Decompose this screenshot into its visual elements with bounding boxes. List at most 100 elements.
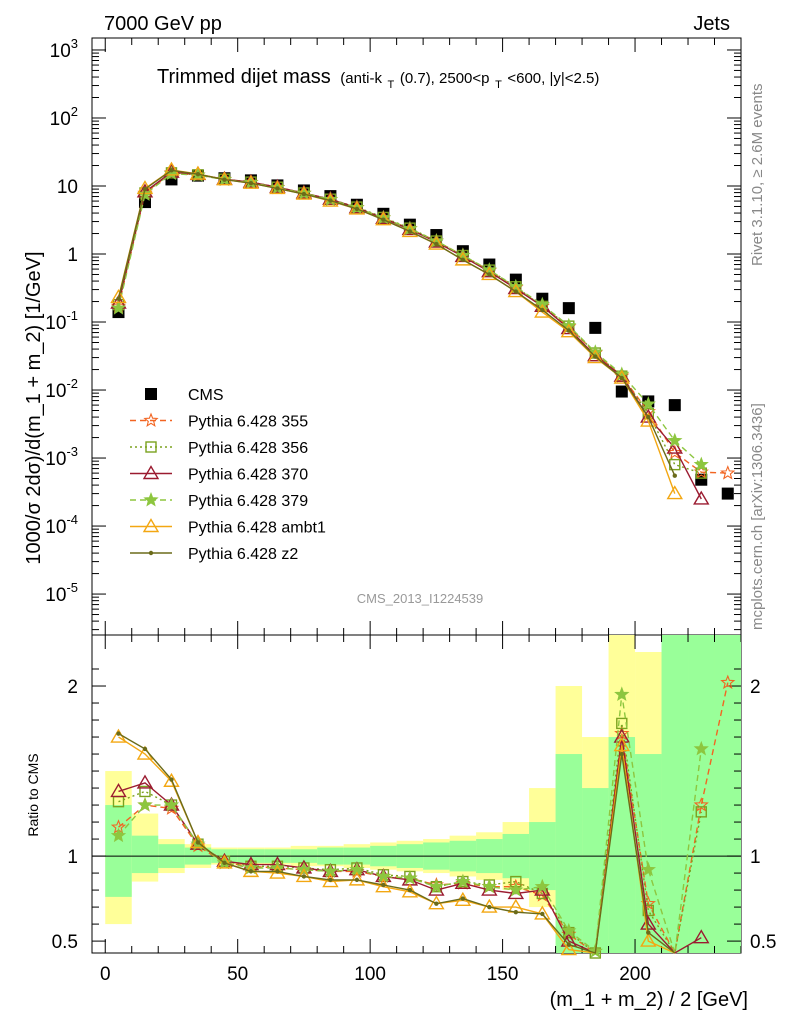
data-point xyxy=(381,217,386,222)
legend-marker xyxy=(145,441,157,453)
data-point xyxy=(721,487,734,500)
plot-title-cuts-prefix: (anti-k xyxy=(340,70,382,87)
ratio-point xyxy=(116,731,121,736)
data-point xyxy=(434,241,439,247)
ratio-point xyxy=(169,777,174,782)
ratio-band-inner xyxy=(608,737,636,953)
ratio-point xyxy=(402,870,418,885)
ratio-point xyxy=(189,834,207,849)
ratio-point xyxy=(381,882,386,888)
ratio-point xyxy=(720,674,736,690)
ratio-point xyxy=(455,873,471,889)
ratio-point xyxy=(139,785,151,798)
plot-title-sub1: T xyxy=(388,79,395,91)
ratio-point xyxy=(434,901,439,906)
data-point xyxy=(454,251,472,266)
ratio-point xyxy=(328,877,333,883)
ratio-point xyxy=(695,806,707,818)
data-point xyxy=(589,321,602,334)
plot-title: Trimmed dijet mass (anti-k T (0.7), 2500… xyxy=(157,66,599,93)
legend-label: Pythia 6.428 355 xyxy=(188,414,308,431)
data-point xyxy=(195,172,201,177)
data-point xyxy=(666,439,683,454)
data-point xyxy=(513,289,519,294)
plot-title-sub2: T xyxy=(495,79,502,91)
ratio-point xyxy=(195,840,201,845)
ratio-point xyxy=(642,904,654,917)
ratio-point xyxy=(481,878,497,894)
legend-marker xyxy=(143,491,159,507)
data-point xyxy=(695,467,707,479)
ratio-point xyxy=(163,797,180,812)
ratio-point xyxy=(137,797,153,812)
legend-label: CMS xyxy=(188,387,224,404)
data-point xyxy=(507,283,525,298)
legend-marker xyxy=(142,465,160,480)
ratio-point xyxy=(142,746,148,752)
ratio-uncertainty-bands xyxy=(105,635,741,953)
x-tick-label: 0 xyxy=(100,964,111,985)
data-point xyxy=(169,168,174,173)
ratio-point xyxy=(508,882,524,897)
data-point xyxy=(587,349,604,364)
data-point xyxy=(668,399,681,412)
series-pythia-6-428-z2 xyxy=(116,168,677,478)
data-point xyxy=(560,323,578,338)
data-point xyxy=(566,328,572,333)
data-point xyxy=(666,485,683,500)
data-point xyxy=(540,307,545,313)
data-point xyxy=(328,198,333,203)
data-point xyxy=(275,186,280,191)
ratio-pythia-6-428-z2 xyxy=(116,731,676,954)
ratio-point xyxy=(487,904,492,910)
ratio-point xyxy=(136,774,154,789)
ratio-point xyxy=(513,909,519,915)
ratio-point xyxy=(401,883,419,898)
x-axis-label: (m_1 + m_2) / 2 [GeV] xyxy=(550,989,748,1011)
ratio-point xyxy=(613,737,631,752)
ratio-y-tick-label: 2 xyxy=(67,677,78,698)
legend-marker xyxy=(148,550,154,556)
ratio-point xyxy=(614,686,630,702)
ratio-point xyxy=(222,860,227,866)
ratio-y-tick-label-right: 0.5 xyxy=(750,932,776,953)
data-point xyxy=(116,296,121,301)
source-label: mcplots.cern.ch [arXiv:1306.3436] xyxy=(749,403,766,630)
ratio-line xyxy=(118,732,676,954)
header-energy-label: 7000 GeV pp xyxy=(104,13,222,35)
ratio-point xyxy=(540,911,545,917)
ratio-point xyxy=(640,932,657,947)
ratio-band-inner xyxy=(688,635,715,953)
ratio-band-inner xyxy=(555,754,583,953)
ratio-point xyxy=(460,896,466,901)
data-point xyxy=(640,396,656,411)
main-y-tick-label: 10-5 xyxy=(45,580,78,606)
ratio-band-inner xyxy=(131,835,159,874)
ratio-y-tick-label-right: 1 xyxy=(750,847,761,868)
plot-title-cuts-suffix: <600, |y|<2.5) xyxy=(507,70,599,87)
data-point xyxy=(142,186,148,192)
data-point xyxy=(615,385,628,398)
data-point xyxy=(693,456,709,472)
x-tick-label: 200 xyxy=(619,964,651,985)
data-point xyxy=(248,180,254,186)
data-point xyxy=(487,272,492,277)
main-y-tick-label: 10-1 xyxy=(45,308,78,334)
ratio-point xyxy=(560,941,578,956)
ratio-y-tick-label-right: 2 xyxy=(750,677,761,698)
ratio-point xyxy=(566,942,572,947)
x-tick-label: 100 xyxy=(354,964,386,985)
ratio-point xyxy=(216,854,233,869)
data-point xyxy=(693,490,710,505)
x-tick-label: 50 xyxy=(227,964,248,985)
data-point xyxy=(720,465,736,480)
data-point xyxy=(672,473,677,478)
ratio-point xyxy=(110,827,127,843)
plot-title-main: Trimmed dijet mass xyxy=(157,66,331,88)
x-tick-label: 150 xyxy=(487,964,519,985)
ratio-point xyxy=(613,728,631,743)
legend-label: Pythia 6.428 379 xyxy=(188,493,308,510)
ratio-point xyxy=(348,871,366,886)
